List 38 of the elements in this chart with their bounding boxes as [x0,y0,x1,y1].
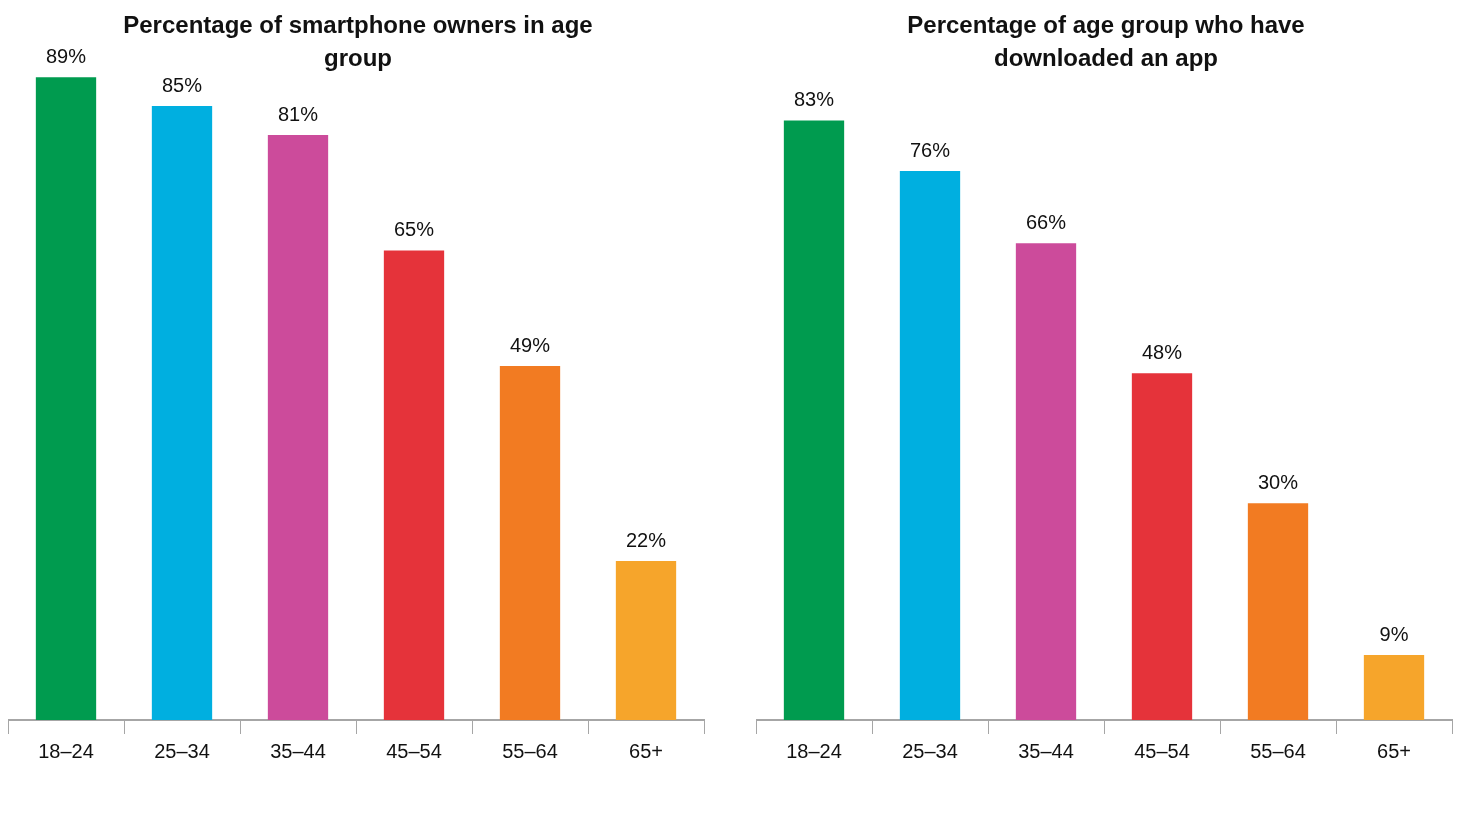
x-tick-label: 25–34 [902,739,958,762]
data-label: 89% [45,44,87,67]
bar [615,561,677,720]
bar [499,366,561,720]
x-tick-label: 45–54 [1134,739,1190,762]
x-tick-label: 55–64 [1250,739,1306,762]
data-label: 85% [161,73,203,96]
x-tick-label: 35–44 [1018,739,1074,762]
bar [1131,373,1193,720]
data-label: 48% [1141,340,1183,363]
bar [35,77,97,720]
x-tick-label: 65+ [629,739,663,762]
x-tick-label: 45–54 [386,739,442,762]
x-tick-label: 65+ [1377,739,1411,762]
bar [899,171,961,720]
chart-title: Percentage of age group who have downloaded an app [906,10,1306,73]
bar [267,135,329,720]
data-label: 30% [1257,470,1299,493]
x-tick-label: 55–64 [502,739,558,762]
x-tick-label: 25–34 [154,739,210,762]
bar [151,106,213,720]
chart-title: Percentage of smartphone owners in age group [122,10,594,73]
data-label: 9% [1379,622,1409,645]
bar [1363,655,1425,720]
data-label: 76% [909,138,951,161]
bar [1247,503,1309,720]
bar [783,120,845,720]
data-label: 49% [509,333,551,356]
bar [1015,243,1077,720]
data-label: 65% [393,218,435,241]
x-tick-label: 18–24 [38,739,94,762]
data-label: 66% [1025,210,1067,233]
bar [383,250,445,720]
data-label: 81% [277,102,319,125]
x-tick-label: 35–44 [270,739,326,762]
data-label: 83% [793,88,835,111]
data-label: 22% [625,528,667,551]
x-tick-label: 18–24 [786,739,842,762]
